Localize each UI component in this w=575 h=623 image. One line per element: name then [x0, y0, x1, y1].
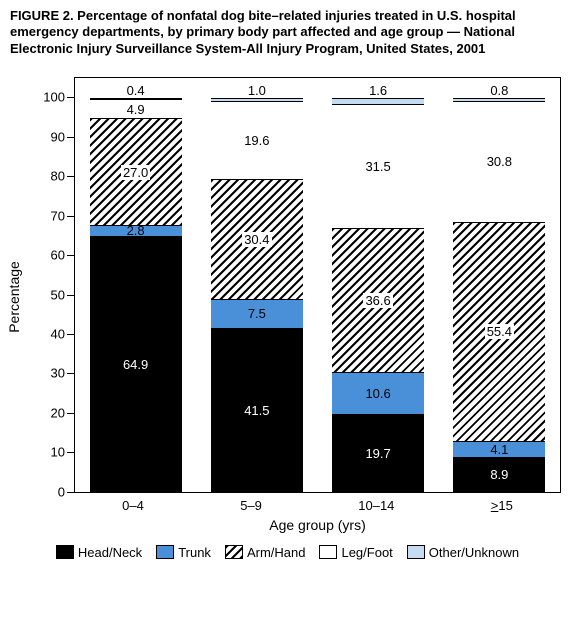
segment-value-label: 4.9	[125, 102, 147, 117]
bar-segment: 36.6	[332, 228, 424, 372]
legend-label: Trunk	[178, 545, 211, 560]
segment-value-label: 30.8	[485, 154, 514, 169]
segment-value-label: 0.4	[125, 83, 147, 98]
figure-caption: FIGURE 2. Percentage of nonfatal dog bit…	[10, 8, 565, 57]
legend-swatch	[56, 545, 74, 559]
y-tick-label: 50	[51, 287, 65, 302]
segment-value-label: 4.1	[488, 442, 510, 457]
legend-label: Leg/Foot	[341, 545, 392, 560]
bar-segment: 1.6	[332, 98, 424, 104]
y-tick	[67, 255, 75, 256]
y-tick-label: 0	[58, 484, 65, 499]
segment-value-label: 41.5	[242, 403, 271, 418]
legend-swatch	[225, 545, 243, 559]
y-tick	[67, 373, 75, 374]
legend-label: Other/Unknown	[429, 545, 519, 560]
bar-segment: 31.5	[332, 104, 424, 228]
y-tick	[67, 334, 75, 335]
bar-segment: 30.8	[453, 101, 545, 222]
bar-segment: 2.8	[90, 225, 182, 236]
x-axis-label: Age group (yrs)	[74, 517, 561, 533]
y-tick	[67, 137, 75, 138]
bar-segment: 64.9	[90, 236, 182, 492]
y-axis-label: Percentage	[6, 261, 22, 333]
legend-item: Head/Neck	[56, 545, 142, 560]
y-tick-label: 40	[51, 327, 65, 342]
bar-segment: 30.4	[211, 179, 303, 299]
segment-value-label: 36.6	[363, 293, 392, 308]
x-tick-labels: 0–4 5–9 10–14 >15	[74, 498, 561, 513]
bar: 64.9 2.8 27.0 4.9 0.4	[90, 78, 182, 492]
x-tick-label: >15	[491, 498, 513, 513]
segment-value-label: 27.0	[121, 165, 150, 180]
y-tick-label: 100	[43, 90, 65, 105]
legend-swatch	[156, 545, 174, 559]
legend-label: Head/Neck	[78, 545, 142, 560]
x-tick-label: 10–14	[358, 498, 394, 513]
bar-segment: 4.1	[453, 441, 545, 457]
segment-value-label: 8.9	[488, 467, 510, 482]
legend-item: Other/Unknown	[407, 545, 519, 560]
bar-segment: 41.5	[211, 328, 303, 492]
bar-segment: 1.0	[211, 98, 303, 102]
bar-segment: 19.6	[211, 101, 303, 178]
bar: 41.5 7.5 30.4 19.6 1.0	[211, 78, 303, 492]
legend-item: Trunk	[156, 545, 211, 560]
bar-segment: 4.9	[90, 99, 182, 118]
bar-segment: 0.4	[90, 98, 182, 100]
bars-container: 64.92.827.04.90.441.57.530.419.61.019.71…	[75, 78, 560, 492]
y-tick	[67, 452, 75, 453]
bar: 19.7 10.6 36.6 31.5 1.6	[332, 78, 424, 492]
segment-value-label: 19.7	[363, 446, 392, 461]
y-tick	[67, 492, 75, 493]
legend-swatch	[407, 545, 425, 559]
x-tick-label: 0–4	[122, 498, 144, 513]
y-tick	[67, 97, 75, 98]
y-tick	[67, 413, 75, 414]
segment-value-label: 0.8	[488, 83, 510, 98]
y-tick	[67, 295, 75, 296]
y-tick-label: 70	[51, 208, 65, 223]
y-tick-label: 90	[51, 129, 65, 144]
y-tick-label: 60	[51, 248, 65, 263]
bar-segment: 10.6	[332, 372, 424, 414]
bar-segment: 8.9	[453, 457, 545, 492]
bar-segment: 0.8	[453, 98, 545, 101]
segment-value-label: 55.4	[485, 324, 514, 339]
x-tick-label: 5–9	[240, 498, 262, 513]
segment-value-label: 31.5	[363, 159, 392, 174]
y-tick	[67, 176, 75, 177]
y-tick-label: 80	[51, 169, 65, 184]
segment-value-label: 10.6	[363, 386, 392, 401]
chart-area: Percentage 64.92.827.04.90.441.57.530.41…	[32, 67, 565, 527]
legend-item: Leg/Foot	[319, 545, 392, 560]
bar: 8.9 4.1 55.4 30.8 0.8	[453, 78, 545, 492]
bar-segment: 55.4	[453, 222, 545, 440]
segment-value-label: 7.5	[246, 306, 268, 321]
segment-value-label: 64.9	[121, 357, 150, 372]
segment-value-label: 2.8	[125, 223, 147, 238]
segment-value-label: 19.6	[242, 133, 271, 148]
legend: Head/Neck Trunk Arm/Hand Leg/Foot Other/Unkn…	[10, 545, 565, 560]
segment-value-label: 1.6	[367, 83, 389, 98]
y-tick	[67, 216, 75, 217]
bar-segment: 19.7	[332, 414, 424, 492]
bar-segment: 7.5	[211, 299, 303, 329]
y-tick-label: 10	[51, 445, 65, 460]
plot-region: 64.92.827.04.90.441.57.530.419.61.019.71…	[74, 77, 561, 493]
legend-swatch	[319, 545, 337, 559]
legend-item: Arm/Hand	[225, 545, 306, 560]
segment-value-label: 30.4	[242, 232, 271, 247]
y-tick-label: 30	[51, 366, 65, 381]
legend-label: Arm/Hand	[247, 545, 306, 560]
bar-segment: 27.0	[90, 118, 182, 224]
y-tick-label: 20	[51, 405, 65, 420]
segment-value-label: 1.0	[246, 83, 268, 98]
